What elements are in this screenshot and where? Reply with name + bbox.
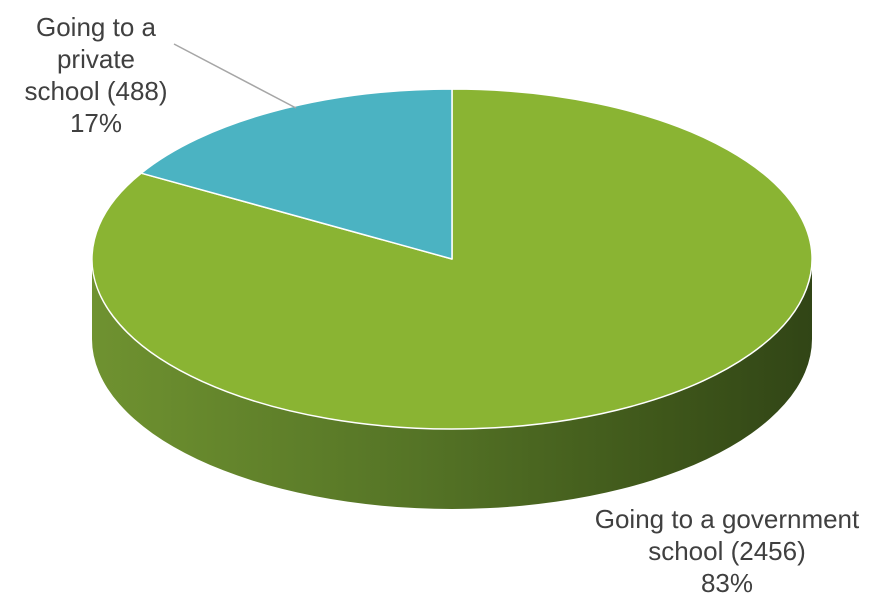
slice-percent-label: 83%: [701, 568, 753, 598]
slice-label-line: Going to a government: [595, 504, 860, 534]
pie-slice-1: [140, 88, 453, 260]
pie-top-faces: [91, 88, 813, 430]
slice-label-1: Going to a private school (488) 17%: [24, 12, 167, 138]
pie-side-walls: [92, 259, 812, 509]
slice-label-line: private: [57, 44, 135, 74]
slice-label-0: Going to a government school (2456) 83%: [595, 504, 860, 598]
slice-label-line: school (2456): [648, 536, 806, 566]
pie-side-wall-0: [92, 259, 812, 509]
leader-lines: [173, 43, 297, 109]
slice-label-line: school (488): [24, 76, 167, 106]
slice-labels: Going to a government school (2456) 83%Goi…: [24, 12, 860, 598]
slice-label-line: Going to a: [36, 12, 157, 42]
leader-line-private: [173, 43, 297, 109]
slice-percent-label: 17%: [70, 108, 122, 138]
